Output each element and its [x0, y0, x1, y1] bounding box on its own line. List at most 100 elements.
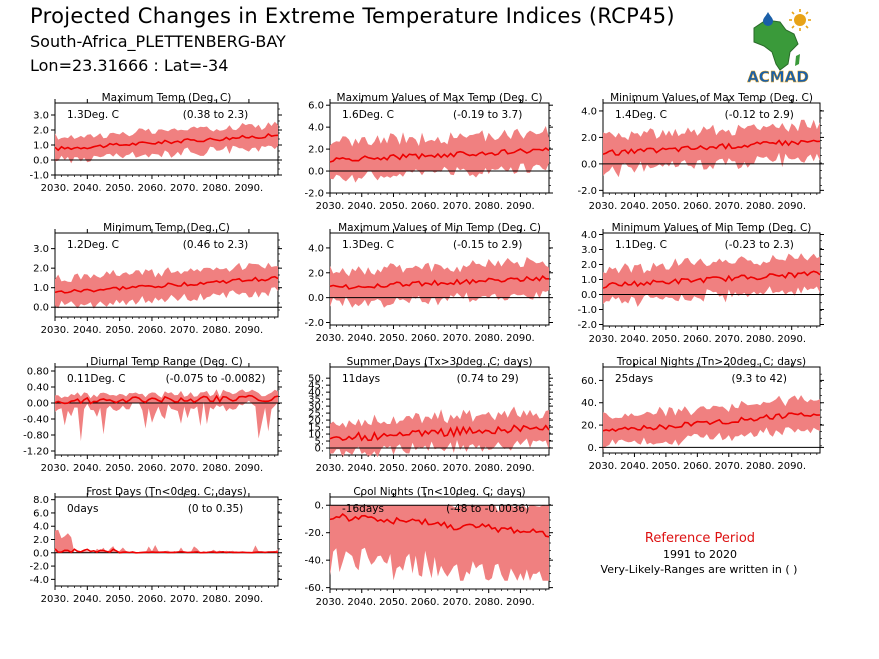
y-tick-label: 15. [308, 423, 324, 434]
x-tick-label: 2060. [138, 594, 167, 605]
y-tick-label: -4.0 [29, 575, 49, 586]
range-band [330, 126, 549, 183]
x-tick-label: 2090. [235, 325, 264, 336]
likely-range: (-48 to -0.0036) [446, 503, 529, 515]
chart-title: Tropical Nights (Tn>20deg. C; days) [616, 356, 806, 368]
chart-su: 0.5.10.15.20.25.30.35.40.45.50. 2030. 2040… [308, 356, 553, 474]
x-tick-label: 2030. [589, 201, 618, 212]
plot-frame [54, 496, 279, 587]
y-tick-label: 6.0 [33, 508, 49, 519]
y-tick-label: -20. [304, 528, 324, 539]
y-tick-label: 25. [308, 409, 324, 420]
median-line [54, 394, 279, 405]
x-tick-label: 2030. [316, 333, 345, 344]
y-tick-label: 5. [314, 437, 324, 448]
x-tick-label: 2050. [652, 201, 681, 212]
x-tick-label: 2040. [73, 183, 102, 194]
y-tick-label: 3.0 [33, 111, 49, 122]
x-tick-label: 2040. [620, 334, 649, 345]
chart-txx: -2.0 0.0 2.0 4.0 6.0 2030. 2040. 2050. 2060. 2070… [304, 92, 553, 212]
change-value: 0.11Deg. C [67, 373, 126, 385]
chart-title: Minimum Values of Min Temp (Deg. C) [612, 222, 812, 234]
x-tick-label: 2030. [316, 463, 345, 474]
y-tick-label: 6.0 [308, 101, 324, 112]
range-band [603, 119, 820, 178]
x-tick-label: 2090. [777, 461, 806, 472]
change-value: 1.1Deg. C [615, 239, 667, 251]
y-tick-label: 0. [314, 444, 324, 455]
coordinates-label: Lon=23.31666 : Lat=-34 [30, 56, 229, 75]
x-tick-label: 2060. [138, 183, 167, 194]
change-value: 11days [342, 373, 380, 385]
change-value: 1.3Deg. C [342, 239, 394, 251]
x-tick-label: 2080. [474, 201, 503, 212]
median-line [602, 139, 821, 156]
y-tick-label: 30. [308, 402, 324, 413]
chart-tnmean: 0.0 1.0 2.0 3.0 2030. 2040. 2050. 2060. 2070. 208… [33, 222, 282, 336]
x-tick-label: 2050. [105, 594, 134, 605]
y-tick-label: -1.0 [577, 305, 597, 316]
likely-range: (-0.19 to 3.7) [453, 109, 522, 121]
x-tick-label: 2060. [683, 461, 712, 472]
likely-range: (0 to 0.35) [188, 503, 243, 515]
likely-range: (0.74 to 29) [457, 373, 519, 385]
x-tick-label: 2080. [474, 333, 503, 344]
x-tick-label: 2040. [620, 201, 649, 212]
y-tick-label: 0. [314, 501, 324, 512]
chart-title: Minimum Temp (Deg. C) [103, 222, 230, 234]
range-band [55, 121, 278, 164]
y-tick-label: 0.0 [581, 159, 597, 170]
y-tick-label: -0.40 [23, 415, 49, 426]
x-tick-label: 2040. [73, 594, 102, 605]
y-tick-label: 20. [308, 416, 324, 427]
x-tick-label: 2050. [652, 461, 681, 472]
x-tick-label: 2060. [683, 334, 712, 345]
chart-title: Minimum Values of Max Temp (Deg. C) [610, 92, 813, 104]
y-tick-label: 0.40 [27, 383, 49, 394]
chart-fd: -4.0 -2.0 0.0 2.0 4.0 6.0 8.0 2030. 2040. 2050. 20… [29, 486, 282, 605]
median-line [54, 548, 279, 554]
change-value: 1.3Deg. C [67, 109, 119, 121]
x-tick-label: 2070. [714, 334, 743, 345]
x-tick-label: 2080. [202, 463, 231, 474]
x-tick-label: 2080. [202, 594, 231, 605]
x-tick-label: 2050. [379, 201, 408, 212]
chart-tn10: -60.-40.-20.0.2030. 2040. 2050. 2060. 2070. 2… [304, 486, 553, 608]
chart-title: Maximum Values of Max Temp (Deg. C) [337, 92, 543, 104]
likely-range: (-0.075 to -0.0082) [166, 373, 266, 385]
range-band [330, 505, 549, 581]
y-tick-label: 0.0 [33, 303, 49, 314]
likely-range: (-0.23 to 2.3) [725, 239, 794, 251]
y-tick-label: 2.0 [33, 535, 49, 546]
reference-period-years: 1991 to 2020 [662, 548, 738, 561]
range-band [55, 389, 278, 442]
x-tick-label: 2070. [170, 594, 199, 605]
y-tick-label: 40. [308, 388, 324, 399]
chart-tr: 0. 20. 40. 60. 2030. 2040. 2050. 2060. 2070. 2080… [581, 356, 824, 472]
chart-title: Summer Days (Tx>30deg. C; days) [347, 356, 533, 368]
chart-title: Frost Days (Tn<0deg. C; days) [86, 486, 246, 498]
x-tick-label: 2060. [683, 201, 712, 212]
y-tick-label: 40. [581, 398, 597, 409]
x-tick-label: 2080. [202, 325, 231, 336]
y-tick-label: -2.0 [577, 186, 597, 197]
x-tick-label: 2070. [170, 463, 199, 474]
y-tick-label: 2.0 [308, 145, 324, 156]
y-tick-label: 10. [308, 430, 324, 441]
y-tick-label: 1.0 [33, 141, 49, 152]
y-tick-label: 45. [308, 381, 324, 392]
y-tick-label: 0.0 [33, 548, 49, 559]
x-tick-label: 2060. [411, 201, 440, 212]
y-tick-label: 8.0 [33, 495, 49, 506]
y-tick-label: 50. [308, 374, 324, 385]
chart-title: Cool Nights (Tn<10deg. C; days) [353, 486, 525, 498]
y-tick-label: 2.0 [581, 260, 597, 271]
y-tick-label: -40. [304, 556, 324, 567]
x-tick-label: 2060. [138, 463, 167, 474]
reference-period-title: Reference Period [644, 531, 756, 546]
x-tick-label: 2040. [73, 463, 102, 474]
chart-title: Diurnal Temp Range (Deg. C) [90, 356, 242, 368]
x-tick-label: 2060. [411, 333, 440, 344]
